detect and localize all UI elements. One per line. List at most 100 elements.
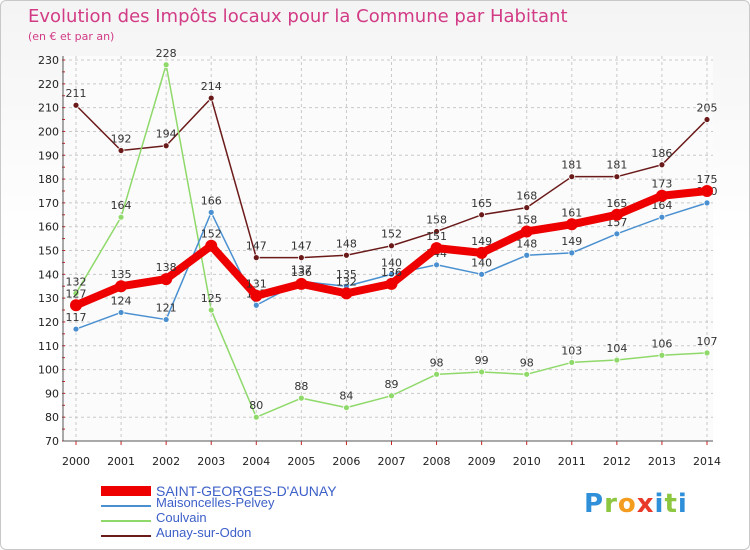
data-point — [568, 359, 576, 366]
data-point — [162, 61, 170, 69]
y-tick-label: 90 — [45, 387, 59, 400]
data-point — [701, 184, 713, 197]
data-label: 89 — [385, 378, 399, 391]
data-point — [658, 351, 666, 359]
x-tick-label: 2011 — [558, 455, 586, 468]
y-tick-label: 130 — [38, 292, 59, 305]
data-point — [523, 251, 531, 259]
y-tick-label: 70 — [45, 435, 59, 448]
data-label: 194 — [156, 128, 177, 141]
x-tick-label: 2006 — [332, 455, 360, 468]
data-point — [117, 213, 125, 221]
data-point — [388, 270, 395, 278]
data-point — [478, 211, 486, 219]
data-point — [568, 173, 576, 181]
y-tick-label: 150 — [38, 245, 59, 258]
x-tick-label: 2003 — [197, 455, 225, 468]
x-tick-label: 2001 — [107, 455, 135, 468]
data-point — [252, 254, 260, 262]
data-point — [658, 213, 666, 221]
logo-letter: i — [654, 489, 665, 519]
x-tick-label: 2007 — [378, 455, 406, 468]
data-label: 104 — [606, 342, 627, 355]
data-point — [430, 242, 443, 255]
data-point — [520, 225, 533, 238]
x-tick-label: 2002 — [152, 455, 180, 468]
data-label: 168 — [516, 190, 537, 203]
data-point — [343, 251, 350, 259]
data-point — [433, 370, 440, 378]
logo-letter: r — [604, 489, 618, 519]
data-label: 181 — [561, 159, 582, 172]
data-label: 98 — [430, 356, 444, 369]
data-point — [433, 261, 440, 269]
y-tick-label: 120 — [38, 316, 59, 329]
data-label: 147 — [246, 240, 267, 253]
y-tick-label: 80 — [45, 411, 59, 424]
y-tick-label: 160 — [38, 221, 59, 234]
data-point — [72, 325, 80, 333]
data-label: 103 — [561, 344, 582, 357]
data-label: 192 — [111, 132, 132, 145]
data-label: 140 — [471, 256, 492, 269]
data-label: 127 — [66, 287, 87, 300]
x-tick-label: 2012 — [603, 455, 631, 468]
logo-letter: o — [617, 489, 637, 519]
x-tick-label: 2004 — [242, 455, 270, 468]
data-point — [250, 289, 263, 302]
data-point — [207, 94, 215, 102]
data-point — [478, 270, 486, 278]
data-label: 158 — [516, 213, 537, 226]
data-point — [162, 142, 170, 150]
data-label: 165 — [471, 197, 492, 210]
data-label: 164 — [111, 199, 132, 212]
x-tick-label: 2005 — [287, 455, 315, 468]
y-tick-label: 230 — [38, 54, 59, 67]
data-point — [475, 246, 488, 259]
data-label: 149 — [561, 235, 582, 248]
data-label: 135 — [336, 268, 357, 281]
data-label: 135 — [111, 268, 132, 281]
data-point — [297, 394, 305, 402]
data-label: 214 — [201, 80, 222, 93]
data-point — [72, 289, 80, 297]
data-point — [613, 173, 621, 181]
data-point — [613, 230, 621, 238]
data-label: 166 — [201, 194, 222, 207]
data-point — [658, 161, 666, 169]
data-label: 140 — [381, 256, 402, 269]
legend-label: SAINT-GEORGES-D'AUNAY — [156, 483, 337, 499]
data-label: 205 — [697, 102, 718, 115]
data-label: 175 — [697, 173, 718, 186]
data-point — [655, 189, 668, 202]
data-label: 84 — [339, 390, 353, 403]
data-label: 147 — [291, 240, 312, 253]
legend-label: Aunay-sur-Odon — [156, 525, 252, 540]
data-label: 106 — [651, 337, 672, 350]
data-label: 137 — [291, 263, 312, 276]
data-label: 138 — [156, 261, 177, 274]
data-point — [703, 199, 711, 207]
data-point — [160, 273, 173, 286]
legend-swatch — [101, 520, 151, 522]
data-label: 165 — [606, 197, 627, 210]
data-point — [207, 306, 215, 314]
data-label: 132 — [66, 275, 87, 288]
logo-letter: i — [677, 489, 688, 519]
data-point — [478, 368, 486, 376]
data-label: 117 — [66, 311, 87, 324]
data-point — [385, 277, 398, 290]
data-label: 161 — [561, 206, 582, 219]
data-label: 136 — [381, 266, 402, 279]
chart-subtitle: (en € et par an) — [28, 30, 115, 43]
y-tick-label: 190 — [38, 149, 59, 162]
data-point — [703, 349, 711, 357]
x-tick-label: 2009 — [468, 455, 496, 468]
legend-label: Coulvain — [156, 510, 207, 525]
data-point — [523, 204, 531, 212]
x-tick-label: 2014 — [693, 455, 721, 468]
data-point — [252, 301, 260, 309]
data-label: 152 — [201, 228, 222, 241]
data-label: 132 — [336, 275, 357, 288]
